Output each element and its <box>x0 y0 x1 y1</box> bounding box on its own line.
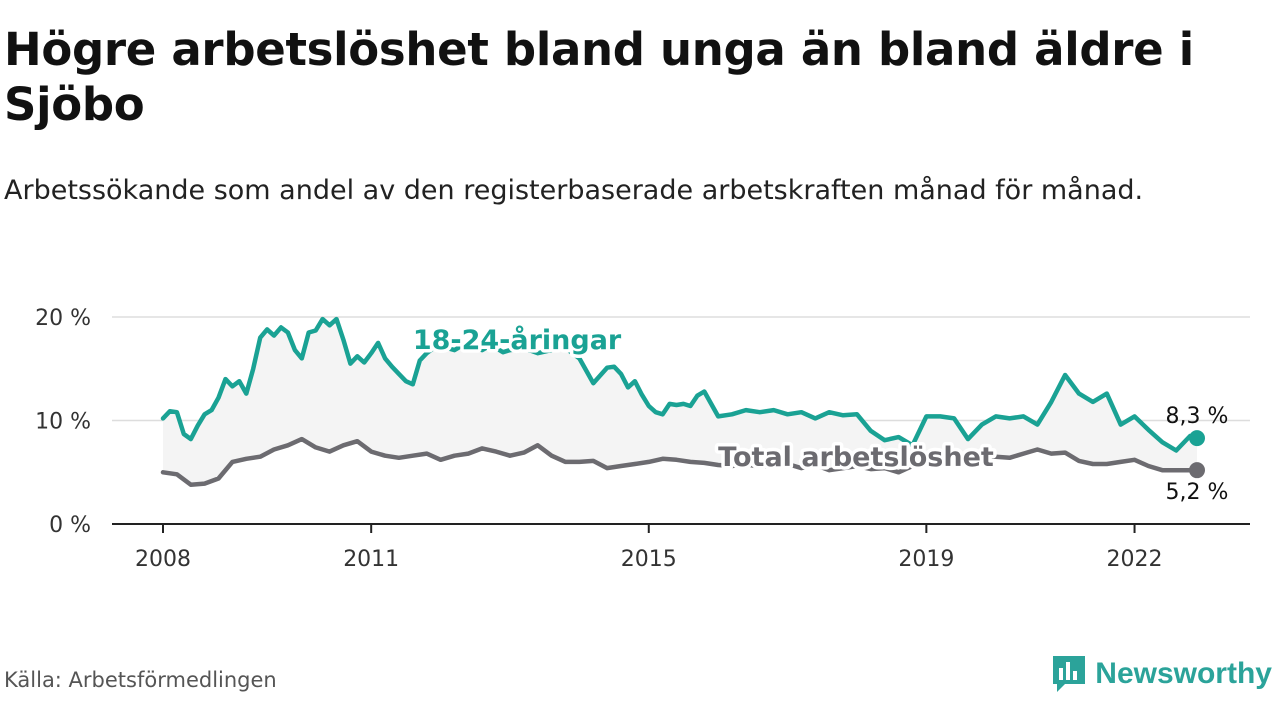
line-layer <box>160 316 1205 487</box>
y-tick-label: 0 % <box>49 513 91 538</box>
series-line-youth <box>160 316 1200 453</box>
endpoint-total <box>1189 462 1205 479</box>
x-tick-label: 2011 <box>343 547 399 572</box>
y-tick-label: 10 % <box>35 410 91 435</box>
source-note: Källa: Arbetsförmedlingen <box>4 668 277 692</box>
series-label-total: Total arbetslöshet <box>718 442 994 473</box>
chart-subtitle: Arbetssökande som andel av den registerb… <box>4 175 1144 206</box>
series-label-total-halo: Total arbetslöshet <box>718 442 994 473</box>
end-value-label-total: 5,2 % <box>1166 480 1229 505</box>
series-label-youth: 18-24-åringar <box>413 324 622 356</box>
end-value-label-youth: 8,3 % <box>1166 404 1229 429</box>
x-tick-label: 2022 <box>1107 547 1163 572</box>
newsworthy-logo-icon <box>1053 656 1086 692</box>
axis-layer: 0 % 10 % 20 % 2008 2011 2015 2019 2022 <box>35 306 1250 572</box>
series-line-total <box>160 436 1200 487</box>
endpoint-youth <box>1189 430 1205 447</box>
newsworthy-brand[interactable]: Newsworthy <box>1051 654 1272 694</box>
chart-title: Högre arbetslöshet bland unga än bland ä… <box>4 23 1194 131</box>
y-tick-label: 20 % <box>35 306 91 331</box>
x-tick-label: 2015 <box>621 547 677 572</box>
series-label-youth-halo: 18-24-åringar <box>413 324 622 356</box>
label-layer: 8,3 %5,2 %18-24-åringar18-24-åringarTota… <box>409 321 1229 506</box>
brand-name: Newsworthy <box>1095 657 1272 690</box>
x-tick-label: 2008 <box>135 547 191 572</box>
x-tick-label: 2019 <box>898 547 954 572</box>
